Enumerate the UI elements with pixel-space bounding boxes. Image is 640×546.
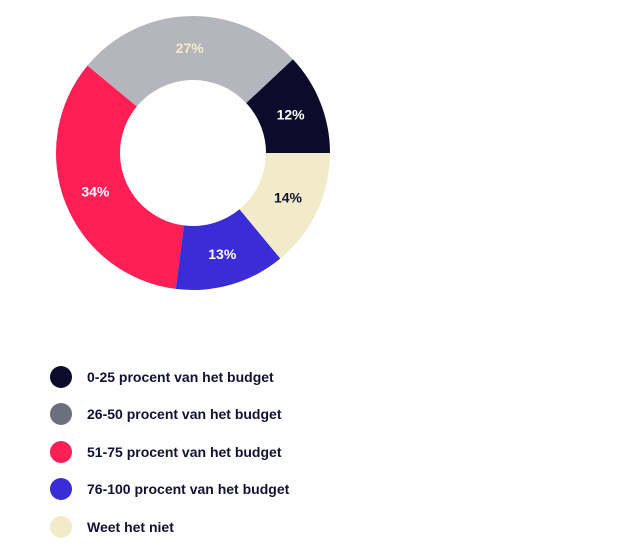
- donut-chart: 12% 27% 34% 13% 14%: [56, 15, 330, 290]
- donut-slice: [175, 209, 281, 290]
- slice-value-label: 13%: [208, 246, 237, 262]
- legend-item: 76-100 procent van het budget: [50, 471, 289, 509]
- slice-value-label: 27%: [176, 40, 205, 56]
- legend-label: 51-75 procent van het budget: [87, 443, 282, 460]
- donut-slice: [87, 15, 293, 107]
- donut-slice: [56, 65, 184, 289]
- legend-swatch: [50, 478, 72, 501]
- slice-value-label: 14%: [274, 190, 303, 206]
- legend-item: 26-50 procent van het budget: [50, 396, 289, 434]
- legend-swatch: [50, 365, 72, 388]
- legend-swatch: [50, 403, 72, 426]
- slice-labels: 12% 27% 34% 13% 14%: [81, 40, 305, 262]
- legend-swatch: [50, 515, 72, 538]
- donut-slices: [56, 15, 330, 290]
- legend-label: 26-50 procent van het budget: [87, 406, 282, 423]
- legend-label: 0-25 procent van het budget: [87, 368, 274, 385]
- legend-label: 76-100 procent van het budget: [87, 481, 290, 498]
- legend-item: 0-25 procent van het budget: [50, 358, 289, 396]
- legend-item: 51-75 procent van het budget: [50, 433, 289, 471]
- slice-value-label: 34%: [81, 184, 110, 200]
- legend-item: Weet het niet: [50, 508, 289, 546]
- donut-slice: [239, 153, 330, 259]
- donut-slice: [246, 59, 330, 154]
- legend-swatch: [50, 440, 72, 463]
- slice-value-label: 12%: [277, 106, 306, 122]
- chart-legend: 0-25 procent van het budget 26-50 procent…: [50, 358, 289, 546]
- legend-label: Weet het niet: [87, 518, 174, 535]
